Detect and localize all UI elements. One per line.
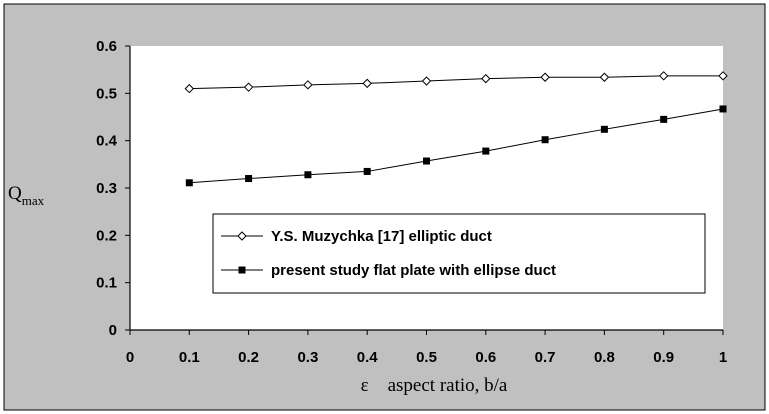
y-axis-title: Qmax (8, 183, 45, 208)
legend-box (212, 213, 706, 294)
y-tick-label: 0.2 (96, 227, 117, 244)
axes-layer: 0 0.1 0.2 0.3 0.4 0.5 0.6 0.7 0.8 0.9 1 0 0.1 0.2 0.3 0… (96, 38, 727, 366)
present-study-point (304, 171, 312, 179)
muzychka-point (540, 72, 550, 82)
muzychka-point (658, 71, 669, 81)
present-study-point (482, 147, 490, 155)
x-tick-label: 0 (126, 349, 134, 366)
legend-symbol-present-study (221, 266, 263, 274)
muzychka-point (421, 76, 432, 86)
y-tick-label: 0 (109, 322, 117, 339)
series-layer (184, 71, 728, 187)
legend-label-muzychka: Y.S. Muzychka [17] elliptic duct (271, 228, 492, 245)
y-tick-label: 0.5 (96, 85, 117, 102)
series-line-present-study (189, 108, 724, 184)
present-study-point (423, 157, 430, 165)
present-study-point (600, 125, 608, 133)
x-tick-label: 0.8 (594, 349, 615, 366)
x-tick-label: 0.6 (475, 349, 496, 366)
muzychka-point (243, 82, 254, 92)
x-tick-label: 0.2 (238, 349, 259, 366)
muzychka-point (303, 80, 313, 90)
y-tick-label: 0.6 (96, 38, 117, 55)
y-tick-label: 0.4 (96, 133, 118, 150)
present-study-point (719, 105, 727, 113)
present-study-point (245, 175, 253, 183)
x-tick-label: 0.1 (179, 349, 200, 366)
y-tick-label: 0.3 (96, 180, 117, 197)
legend: Y.S. Muzychka [17] elliptic duct present… (212, 213, 706, 294)
muzychka-point (481, 73, 491, 84)
x-tick-label: 0.7 (535, 349, 556, 366)
present-study-point (541, 136, 549, 144)
x-tick-label: 0.4 (357, 349, 379, 366)
present-study-point (363, 167, 371, 175)
x-axis-title: ε aspect ratio, b/a (361, 375, 508, 396)
y-axis-title-main: Q (8, 183, 22, 204)
x-tick-label: 0.9 (653, 349, 674, 366)
present-study-point (660, 115, 668, 123)
legend-label-present-study: present study flat plate with ellipse du… (271, 262, 556, 279)
legend-marker (237, 231, 247, 241)
muzychka-point (599, 72, 610, 82)
muzychka-point (718, 71, 728, 81)
present-study-point (185, 179, 193, 187)
legend-symbol-muzychka (221, 231, 263, 241)
series-line-muzychka (189, 75, 723, 90)
legend-marker (238, 266, 246, 274)
x-tick-label: 1 (719, 349, 727, 366)
x-tick-label: 0.3 (297, 349, 318, 366)
muzychka-point (362, 78, 372, 89)
x-tick-label: 0.5 (416, 349, 437, 366)
y-axis-title-subscript: max (22, 193, 45, 208)
y-tick-label: 0.1 (96, 275, 117, 292)
muzychka-point (184, 83, 195, 94)
